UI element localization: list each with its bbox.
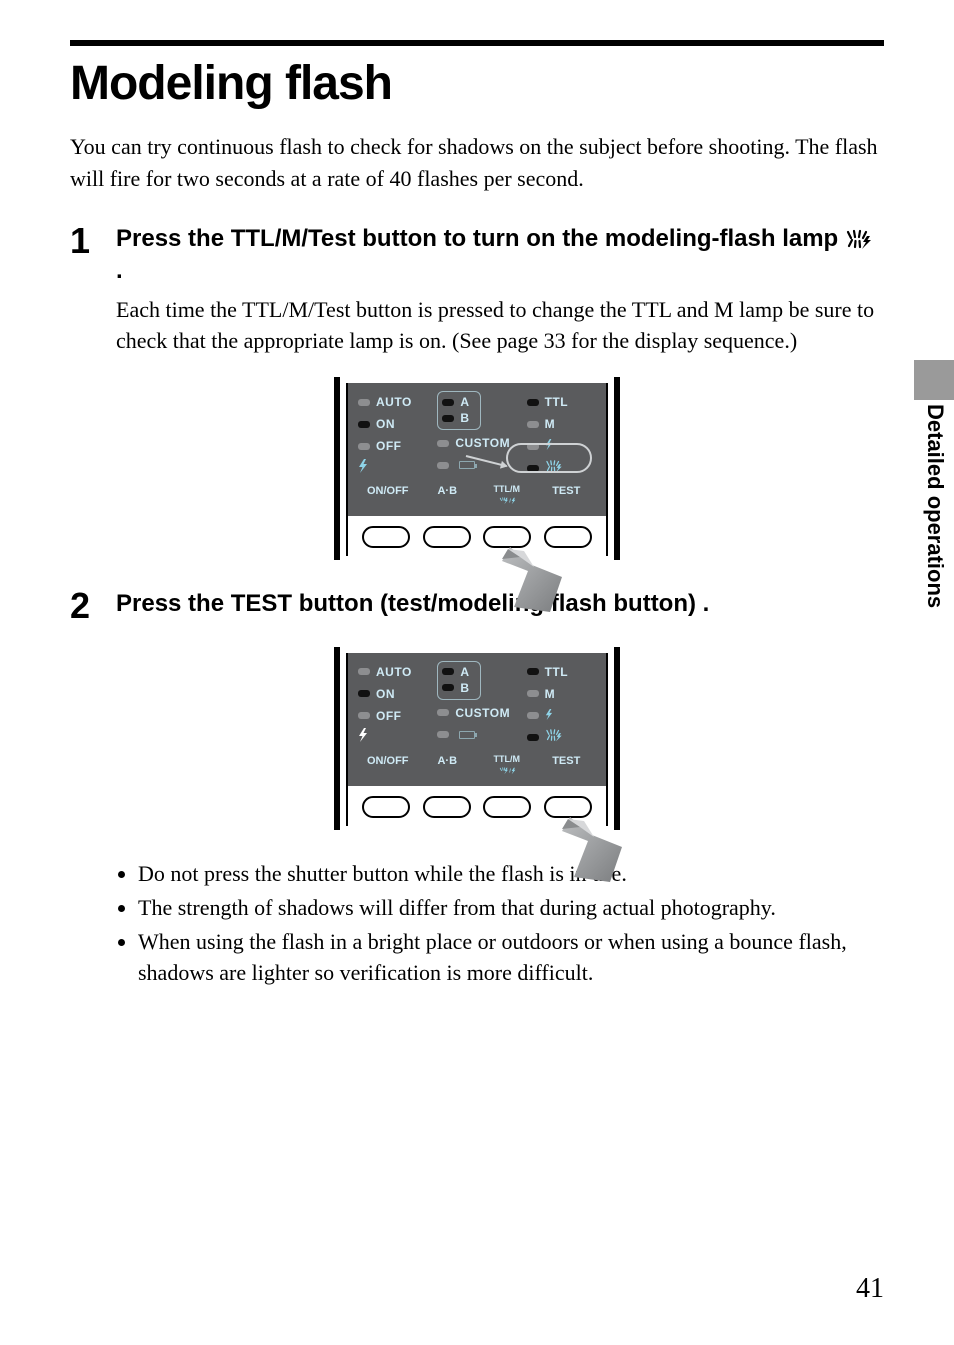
button-labels: ON/OFF A·B TTL/M/ TEST (358, 485, 596, 510)
label-ttlm: TTL/M/ (477, 485, 537, 510)
svg-text:/: / (510, 768, 512, 774)
step-1: 1 Press the TTL/M/Test button to turn on… (70, 223, 884, 358)
led-b (442, 415, 454, 422)
label-on: ON (376, 417, 395, 431)
ab-box-2: A B (437, 661, 481, 700)
step-2-body: Press the TEST button (test/modeling fla… (116, 588, 884, 626)
btn-onoff-2 (362, 796, 410, 818)
label-ab-2: A·B (418, 755, 478, 780)
side-tab-marker (914, 360, 954, 400)
ready-bolt-icon-2 (358, 728, 368, 747)
label-auto-2: AUTO (376, 665, 412, 679)
label-ttl: TTL (545, 395, 569, 409)
led-battery-2 (437, 731, 449, 738)
step-2: 2 Press the TEST button (test/modeling f… (70, 588, 884, 626)
btn-test-2 (544, 796, 592, 818)
btn-onoff (362, 526, 410, 548)
pointer-arrow-1 (502, 547, 572, 617)
label-off-2: OFF (376, 709, 402, 723)
label-ttlm-2: TTL/M/ (477, 755, 537, 780)
note-3: When using the flash in a bright place o… (138, 926, 874, 990)
header-rule (70, 40, 884, 46)
led-a (442, 399, 454, 406)
label-test-2: TEST (537, 755, 597, 780)
led-auto (358, 399, 370, 406)
figure-2: AUTO ON OFF A B CUSTOM (70, 647, 884, 830)
note-1: Do not press the shutter button while th… (138, 858, 874, 890)
callout-circle (506, 443, 592, 473)
label-ttl-2: TTL (545, 665, 569, 679)
col-power: AUTO ON OFF (358, 391, 437, 479)
label-ab-btn: A·B (418, 485, 478, 510)
label-onoff-2: ON/OFF (358, 755, 418, 780)
btn-ttlm-2 (483, 796, 531, 818)
page: Modeling flash You can try continuous fl… (0, 0, 954, 1345)
svg-text:/: / (510, 499, 512, 505)
label-m: M (545, 417, 556, 431)
step-2-number: 2 (70, 588, 116, 626)
step-1-heading: Press the TTL/M/Test button to turn on t… (116, 223, 884, 288)
led-ttl (527, 399, 539, 406)
led-off (358, 443, 370, 450)
label-a-2: A (460, 665, 469, 679)
ready-bolt-icon (358, 459, 368, 478)
label-custom: CUSTOM (455, 436, 510, 450)
led-on-2 (358, 690, 370, 697)
label-off: OFF (376, 439, 402, 453)
button-labels-2: ON/OFF A·B TTL/M/ TEST (358, 755, 596, 780)
side-tab-label: Detailed operations (922, 404, 948, 608)
led-on (358, 421, 370, 428)
led-m (527, 421, 539, 428)
label-b: B (460, 411, 469, 425)
device-panel-1: AUTO ON OFF A B CUSTOM (334, 377, 620, 560)
led-auto-2 (358, 668, 370, 675)
modeling-flash-icon (845, 229, 873, 249)
note-2: The strength of shadows will differ from… (138, 892, 874, 924)
modeling-icon-2 (545, 728, 563, 747)
btn-ab-2 (423, 796, 471, 818)
step-1-body: Press the TTL/M/Test button to turn on t… (116, 223, 884, 358)
battery-icon-2 (459, 731, 475, 739)
notes-list: Do not press the shutter button while th… (138, 858, 874, 990)
led-custom (437, 440, 449, 447)
btn-test (544, 526, 592, 548)
led-m-2 (527, 690, 539, 697)
led-ttl-2 (527, 668, 539, 675)
pointer-arrow-2 (562, 817, 632, 887)
led-modeling-2 (527, 734, 539, 741)
led-b-2 (442, 684, 454, 691)
ab-box: A B (437, 391, 481, 430)
step-1-heading-b: . (116, 257, 123, 284)
label-custom-2: CUSTOM (455, 706, 510, 720)
side-tab: Detailed operations (914, 360, 954, 660)
label-auto: AUTO (376, 395, 412, 409)
btn-ttlm (483, 526, 531, 548)
label-a: A (460, 395, 469, 409)
test-bolt-icon-2 (545, 707, 553, 725)
led-off-2 (358, 712, 370, 719)
led-a-2 (442, 668, 454, 675)
step-1-heading-a: Press the TTL/M/Test button to turn on t… (116, 225, 845, 252)
btn-ab (423, 526, 471, 548)
led-test-bolt-2 (527, 712, 539, 719)
page-title: Modeling flash (70, 56, 884, 111)
device-panel-2: AUTO ON OFF A B CUSTOM (334, 647, 620, 830)
intro-paragraph: You can try continuous flash to check fo… (70, 131, 884, 195)
led-custom-2 (437, 709, 449, 716)
label-on-2: ON (376, 687, 395, 701)
battery-icon (459, 461, 475, 469)
label-test: TEST (537, 485, 597, 510)
step-2-heading: Press the TEST button (test/modeling fla… (116, 588, 884, 620)
label-m-2: M (545, 687, 556, 701)
led-battery (437, 462, 449, 469)
label-b-2: B (460, 681, 469, 695)
figure-1: AUTO ON OFF A B CUSTOM (70, 377, 884, 560)
step-1-number: 1 (70, 223, 116, 358)
label-onoff: ON/OFF (358, 485, 418, 510)
page-number: 41 (856, 1273, 884, 1305)
step-1-note: Each time the TTL/M/Test button is press… (116, 294, 884, 358)
